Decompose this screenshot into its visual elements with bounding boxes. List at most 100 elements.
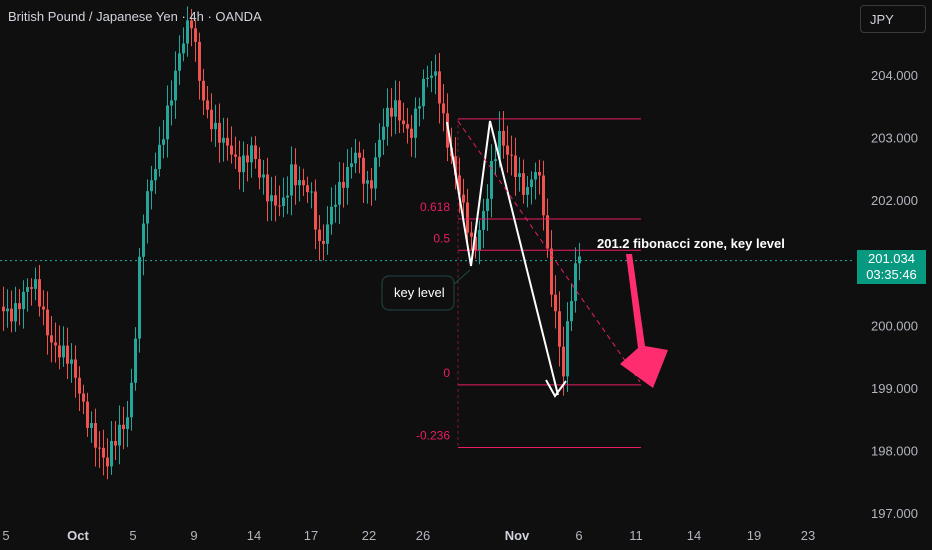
candle-body (462, 194, 465, 203)
candle-body (542, 175, 545, 216)
candle-body (550, 248, 553, 295)
candle-body (418, 106, 421, 109)
currency-button[interactable]: JPY (860, 5, 926, 33)
fibonacci-retracement[interactable]: 0.618 0.5 0 -0.236 (416, 118, 641, 448)
candle-body (150, 180, 153, 192)
candle-body (282, 197, 285, 206)
candle-body (166, 105, 169, 140)
candle-body (478, 229, 481, 251)
candle-body (270, 195, 273, 202)
candle-body (122, 424, 125, 430)
price-axis: 204.000 203.000 202.000 200.000 199.000 198.0… (871, 68, 918, 521)
key-level-callout[interactable]: key level (381, 269, 471, 311)
pink-down-arrow[interactable] (620, 254, 668, 388)
time-axis-label: 23 (801, 528, 815, 543)
candle-body (18, 303, 21, 310)
candle-body (66, 345, 69, 364)
time-axis-label: Oct (67, 528, 89, 543)
trend-drawings[interactable] (446, 120, 668, 398)
fib-level-label: -0.236 (416, 428, 450, 442)
candle-body (250, 145, 253, 163)
candle-body (522, 173, 525, 195)
white-arrowhead (545, 379, 567, 398)
candle-body (326, 224, 329, 244)
price-axis-label: 203.000 (871, 131, 918, 146)
candle-body (310, 191, 313, 193)
candle-body (218, 122, 221, 143)
candle-body (194, 28, 197, 42)
candle-body (458, 175, 461, 195)
candle-body (510, 154, 513, 156)
candle-body (106, 457, 109, 467)
time-axis-label: 6 (575, 528, 582, 543)
candle-body (26, 287, 29, 292)
candle-body (470, 232, 473, 237)
time-axis-label: 5 (129, 528, 136, 543)
candle-body (430, 75, 433, 78)
candle-body (214, 122, 217, 130)
candle-body (422, 78, 425, 107)
candle-body (358, 152, 361, 158)
candle-body (454, 156, 457, 176)
candle-body (346, 166, 349, 188)
candle-body (190, 20, 193, 29)
candle-body (70, 359, 73, 364)
candle-body (390, 107, 393, 117)
candle-body (482, 210, 485, 230)
candle-body (134, 338, 137, 383)
candle-body (414, 108, 417, 138)
candle-body (94, 423, 97, 448)
time-axis-label: 19 (747, 528, 761, 543)
candle-body (254, 145, 257, 160)
candle-body (526, 186, 529, 195)
fib-zone-annotation: 201.2 fibonacci zone, key level (597, 236, 785, 251)
candle-body (110, 440, 113, 467)
candle-body (22, 291, 25, 310)
candle-body (226, 137, 229, 146)
candle-body (558, 311, 561, 347)
candle-body (486, 198, 489, 211)
time-axis-label: 14 (687, 528, 701, 543)
candle-body (566, 321, 569, 377)
candle-body (578, 256, 581, 264)
candle-body (170, 100, 173, 106)
time-axis-label: 22 (362, 528, 376, 543)
candle-body (98, 447, 101, 449)
candle-body (258, 159, 261, 178)
candle-body (518, 173, 521, 177)
time-axis-label: Nov (505, 528, 530, 543)
candle-body (246, 155, 249, 163)
white-zigzag-drawing[interactable] (446, 120, 559, 396)
candles-layer (2, 6, 581, 480)
candle-body (402, 120, 405, 125)
candle-body (2, 306, 5, 312)
candle-body (554, 294, 557, 312)
candle-body (378, 139, 381, 158)
candle-body (50, 335, 53, 343)
candle-body (154, 169, 157, 181)
price-axis-label: 199.000 (871, 381, 918, 396)
time-axis: 5 Oct 5 9 14 17 22 26 Nov 6 11 14 19 23 (2, 528, 815, 543)
candle-body (82, 393, 85, 402)
time-axis-label: 26 (416, 528, 430, 543)
candle-body (42, 306, 45, 310)
key-level-label: key level (394, 285, 445, 300)
candle-body (46, 309, 49, 336)
candle-body (370, 180, 373, 189)
candle-body (386, 107, 389, 127)
candle-body (222, 137, 225, 143)
candle-body (198, 41, 201, 81)
candle-body (102, 447, 105, 458)
candle-body (530, 179, 533, 187)
candle-body (118, 424, 121, 446)
candle-body (322, 240, 325, 244)
candle-body (14, 303, 17, 322)
candle-body (206, 100, 209, 110)
last-price-tag: 201.034 03:35:46 (857, 250, 926, 284)
candle-body (382, 126, 385, 140)
fib-level-label: 0 (443, 366, 450, 380)
candle-body (58, 345, 61, 358)
candle-body (318, 229, 321, 241)
candle-body (438, 71, 441, 104)
